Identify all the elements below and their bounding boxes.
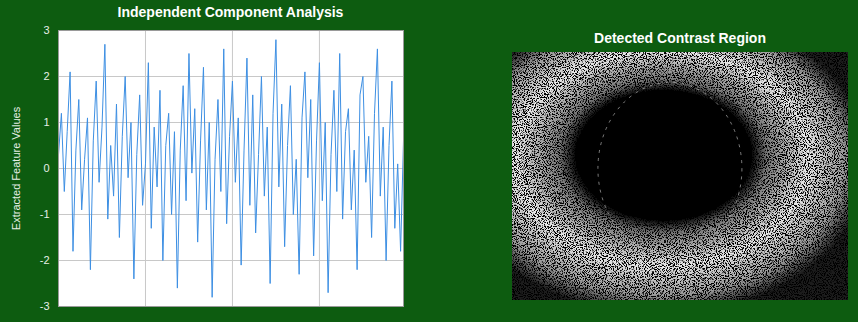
- svg-text:1: 1: [43, 116, 49, 128]
- svg-text:2: 2: [43, 70, 49, 82]
- svg-text:0: 0: [43, 162, 49, 174]
- html-text:Independent Component Analysis: Independent Component Analysis: [117, 4, 344, 20]
- html-text:Detected Contrast Region: Detected Contrast Region: [594, 30, 766, 46]
- svg-text:-2: -2: [40, 254, 50, 266]
- svg-text:-1: -1: [40, 208, 50, 220]
- svg-text:Extracted Feature Values: Extracted Feature Values: [10, 106, 22, 230]
- svg-text:-3: -3: [40, 300, 50, 312]
- svg-text:3: 3: [43, 24, 49, 36]
